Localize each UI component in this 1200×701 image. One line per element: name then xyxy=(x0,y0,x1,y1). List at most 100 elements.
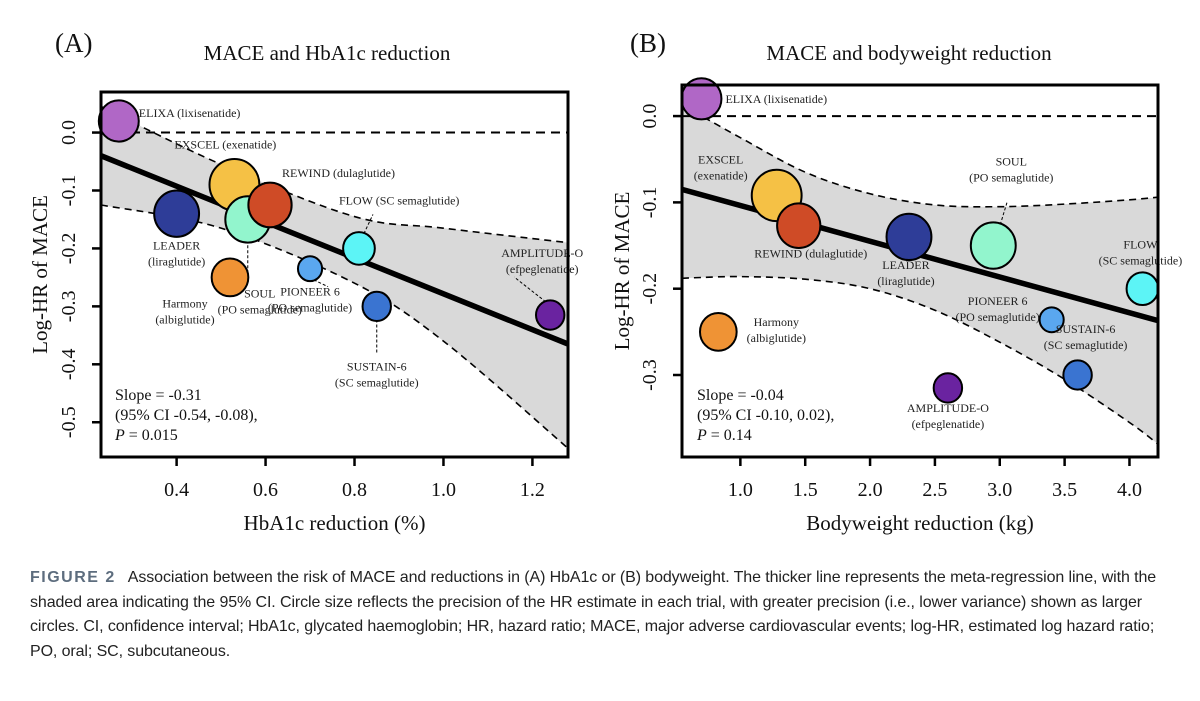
point-label: LEADER (liraglutide) xyxy=(148,239,205,269)
y-axis-label: Log-HR of MACE xyxy=(28,195,52,354)
data-point-flow xyxy=(342,231,376,266)
data-point-harmony xyxy=(698,311,738,352)
point-label-line: Harmony xyxy=(162,296,207,310)
point-label: REWIND (dulaglutide) xyxy=(754,247,867,261)
panel-b: ELIXA (lixisenatide) EXSCEL (exenatide) REW… xyxy=(610,28,1182,535)
stats-line: Slope = -0.04 xyxy=(697,387,784,404)
regression-line xyxy=(101,153,568,347)
point-label-line: (albiglutide) xyxy=(747,331,806,345)
point-label: LEADER (liraglutide) xyxy=(877,258,934,288)
y-axis-label: Log-HR of MACE xyxy=(610,192,634,351)
point-label: PIONEER 6 (PO semaglutide) xyxy=(955,294,1039,324)
data-point-elixa xyxy=(97,99,140,143)
point-label: ELIXA (lixisenatide) xyxy=(725,92,827,106)
data-point-sustain-6 xyxy=(361,290,392,323)
y-tick-label: -0.4 xyxy=(58,348,80,380)
point-label-line: (SC semaglutide) xyxy=(1044,338,1128,352)
label-leader-line xyxy=(363,214,374,234)
data-point-pioneer-6 xyxy=(1038,306,1065,334)
point-label-line: REWIND (dulaglutide) xyxy=(754,247,867,261)
point-label-line: (PO semaglutide) xyxy=(218,302,302,316)
figure-number: FIGURE 2 xyxy=(30,569,116,586)
panel-title: MACE and bodyweight reduction xyxy=(766,41,1052,65)
point-label: REWIND (dulaglutide) xyxy=(282,166,395,180)
x-tick-label: 1.5 xyxy=(793,479,818,501)
x-tick-label: 4.0 xyxy=(1117,479,1142,501)
point-label: Harmony (albiglutide) xyxy=(747,315,806,345)
point-label-line: FLOW xyxy=(1123,238,1158,252)
x-tick-label: 1.0 xyxy=(728,479,753,501)
y-tick-label: -0.5 xyxy=(58,406,80,438)
panel-letter: (B) xyxy=(630,28,666,58)
point-label-line: FLOW (SC semaglutide) xyxy=(339,193,459,207)
x-tick-label: 3.5 xyxy=(1052,479,1077,501)
data-point-leader xyxy=(885,212,933,262)
point-label: SUSTAIN-6 (SC semaglutide) xyxy=(335,359,419,389)
point-label-line: SUSTAIN-6 xyxy=(1056,322,1116,336)
point-label-line: (liraglutide) xyxy=(877,274,934,288)
point-label-line: SUSTAIN-6 xyxy=(347,359,407,373)
point-label: Harmony (albiglutide) xyxy=(155,296,214,326)
y-tick-label: -0.1 xyxy=(639,187,661,219)
point-label-line: Harmony xyxy=(754,315,799,329)
point-label-line: PIONEER 6 xyxy=(280,285,340,299)
data-point-amplitude-o xyxy=(932,372,964,404)
data-point-harmony xyxy=(210,257,250,298)
stats-line: (95% CI -0.54, -0.08), xyxy=(115,407,258,424)
data-point-amplitude-o xyxy=(534,299,566,331)
label-leader-line xyxy=(513,276,547,303)
point-label-line: AMPLITUDE-O xyxy=(501,246,583,260)
x-tick-label: 0.4 xyxy=(164,479,189,501)
point-label-line: (PO semaglutide) xyxy=(955,310,1039,324)
stats-p-symbol: P xyxy=(114,427,125,444)
ci-lower-line xyxy=(101,204,568,449)
caption-text: Association between the risk of MACE and… xyxy=(30,569,1157,660)
point-label-line: (albiglutide) xyxy=(155,312,214,326)
x-axis-label: Bodyweight reduction (kg) xyxy=(806,511,1033,535)
x-tick-label: 0.8 xyxy=(342,479,367,501)
point-label: FLOW (SC semaglutide) xyxy=(1099,238,1183,268)
stats-line: P = 0.015 xyxy=(114,427,178,444)
point-label-line: (liraglutide) xyxy=(148,255,205,269)
ci-upper-line xyxy=(682,106,1158,208)
ci-upper-line xyxy=(101,105,568,244)
point-label-line: ELIXA (lixisenatide) xyxy=(725,92,827,106)
data-point-leader xyxy=(153,189,201,238)
y-tick-label: -0.3 xyxy=(639,359,661,391)
label-leader-line xyxy=(313,279,329,288)
point-label-line: (SC semaglutide) xyxy=(335,375,419,389)
x-tick-label: 2.5 xyxy=(922,479,947,501)
point-label: PIONEER 6 (PO semaglutide) xyxy=(268,285,352,315)
panel-letter: (A) xyxy=(55,28,92,58)
y-tick-label: 0.0 xyxy=(639,104,661,129)
point-label-line: (exenatide) xyxy=(694,168,748,182)
figure-caption: FIGURE 2 Association between the risk of … xyxy=(30,566,1175,664)
point-label: EXSCEL (exenatide) xyxy=(694,152,748,182)
point-label-line: SOUL xyxy=(996,155,1027,169)
point-label: AMPLITUDE-O (efpeglenatide) xyxy=(501,246,583,276)
x-tick-label: 0.6 xyxy=(253,479,278,501)
data-point-flow xyxy=(1125,271,1160,307)
data-point-rewind xyxy=(247,181,293,229)
figure: ELIXA (lixisenatide) EXSCEL (exenatide) LE… xyxy=(28,28,1182,535)
point-label: SUSTAIN-6 (SC semaglutide) xyxy=(1044,322,1128,352)
x-tick-label: 1.0 xyxy=(431,479,456,501)
point-label-line: (PO semaglutide) xyxy=(969,171,1053,185)
x-tick-label: 2.0 xyxy=(858,479,883,501)
point-label: SOUL (PO semaglutide) xyxy=(969,155,1053,185)
stats-line: (95% CI -0.10, 0.02), xyxy=(697,407,834,424)
stats-p-value: = 0.015 xyxy=(125,427,178,444)
stats-p-value: = 0.14 xyxy=(707,427,752,444)
point-label-line: (PO semaglutide) xyxy=(268,301,352,315)
stats-line: Slope = -0.31 xyxy=(115,387,202,404)
plot-frame xyxy=(680,83,1160,459)
label-leader-line xyxy=(999,201,1008,225)
x-tick-label: 3.0 xyxy=(987,479,1012,501)
point-label-line: (efpeglenatide) xyxy=(506,262,579,276)
data-point-sustain-6 xyxy=(1062,359,1093,391)
point-label-line: PIONEER 6 xyxy=(968,294,1028,308)
data-point-pioneer-6 xyxy=(296,255,324,283)
data-point-soul xyxy=(969,221,1017,270)
point-label: SOUL (PO semaglutide) xyxy=(218,286,302,316)
panel-title: MACE and HbA1c reduction xyxy=(204,41,451,65)
